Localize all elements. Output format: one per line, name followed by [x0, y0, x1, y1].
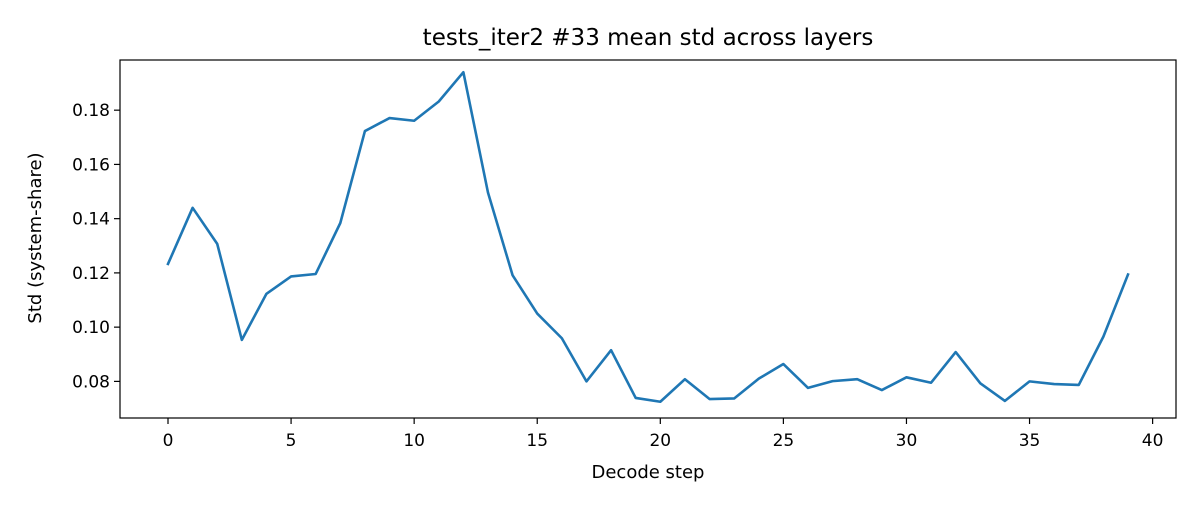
x-tick-label: 20: [649, 431, 671, 451]
y-tick-label: 0.12: [72, 264, 110, 284]
series-line-0: [166, 70, 1130, 404]
axes-frame: [119, 59, 1177, 419]
y-tick-label: 0.14: [72, 210, 110, 230]
y-axis-label: Std (system-share): [25, 152, 46, 323]
y-tick-label: 0.18: [72, 101, 110, 121]
chart-title: tests_iter2 #33 mean std across layers: [423, 25, 874, 51]
x-tick-label: 30: [896, 431, 918, 451]
x-tick-label: 15: [526, 431, 548, 451]
x-tick-label: 10: [403, 431, 425, 451]
x-axis-label: Decode step: [591, 462, 704, 483]
x-tick-label: 25: [773, 431, 795, 451]
plot-area: 0 5 10 15 20 25 30 35 40 0.08 0.10 0.12 0.14 0.16 0.18: [72, 59, 1177, 451]
y-tick-label: 0.10: [72, 318, 110, 338]
y-tick-label: 0.08: [72, 372, 110, 392]
x-tick-label: 0: [163, 431, 174, 451]
x-tick-label: 40: [1142, 431, 1164, 451]
x-tick-label: 5: [286, 431, 297, 451]
y-tick-label: 0.16: [72, 155, 110, 175]
x-tick-label: 35: [1019, 431, 1041, 451]
